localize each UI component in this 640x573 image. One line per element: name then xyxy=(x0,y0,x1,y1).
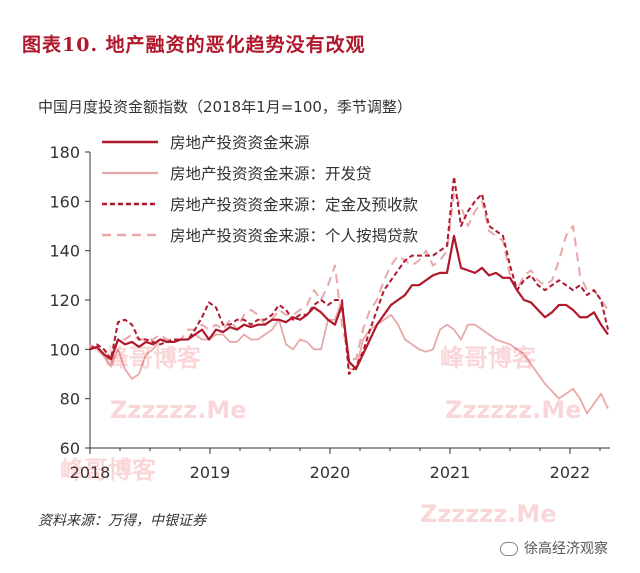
watermark-text: 峰哥博客 xyxy=(105,344,201,372)
y-tick-label: 120 xyxy=(49,291,80,310)
x-tick-label: 2018 xyxy=(70,463,111,482)
source-note: 资料来源：万得，中银证券 xyxy=(38,513,206,529)
y-tick-label: 60 xyxy=(60,439,80,458)
x-tick-label: 2020 xyxy=(310,463,351,482)
x-tick-label: 2021 xyxy=(430,463,471,482)
y-tick-label: 80 xyxy=(60,390,80,409)
footer-logo-text: 徐高经济观察 xyxy=(524,541,608,557)
chart-subtitle: 中国月度投资金额指数（2018年1月=100，季节调整） xyxy=(38,98,412,116)
series-line-3 xyxy=(89,190,609,366)
legend-label: 房地产投资资金来源 xyxy=(170,134,310,152)
footer-logo: 徐高经济观察 xyxy=(500,538,608,558)
y-tick-label: 160 xyxy=(49,192,80,211)
wechat-icon xyxy=(500,542,518,556)
series-line-0 xyxy=(89,234,609,371)
watermark-text: Zzzzzz.Me xyxy=(445,396,582,424)
watermark-text: Zzzzzz.Me xyxy=(110,396,247,424)
y-tick-label: 180 xyxy=(49,143,80,162)
legend-label: 房地产投资资金来源：定金及预收款 xyxy=(170,196,419,214)
y-tick-label: 100 xyxy=(49,340,80,359)
figure-title: 图表10. 地产融资的恶化趋势没有改观 xyxy=(22,34,366,56)
watermark-text: Zzzzzz.Me xyxy=(420,500,557,528)
watermark-text: 峰哥博客 xyxy=(60,456,156,484)
watermark-text: 峰哥博客 xyxy=(440,344,536,372)
y-tick-label: 140 xyxy=(49,242,80,261)
series-line-2 xyxy=(89,175,609,375)
legend-label: 房地产投资资金来源：个人按揭贷款 xyxy=(170,227,419,245)
x-tick-label: 2019 xyxy=(190,463,231,482)
legend-label: 房地产投资资金来源：开发贷 xyxy=(170,165,372,183)
x-tick-label: 2022 xyxy=(550,463,591,482)
